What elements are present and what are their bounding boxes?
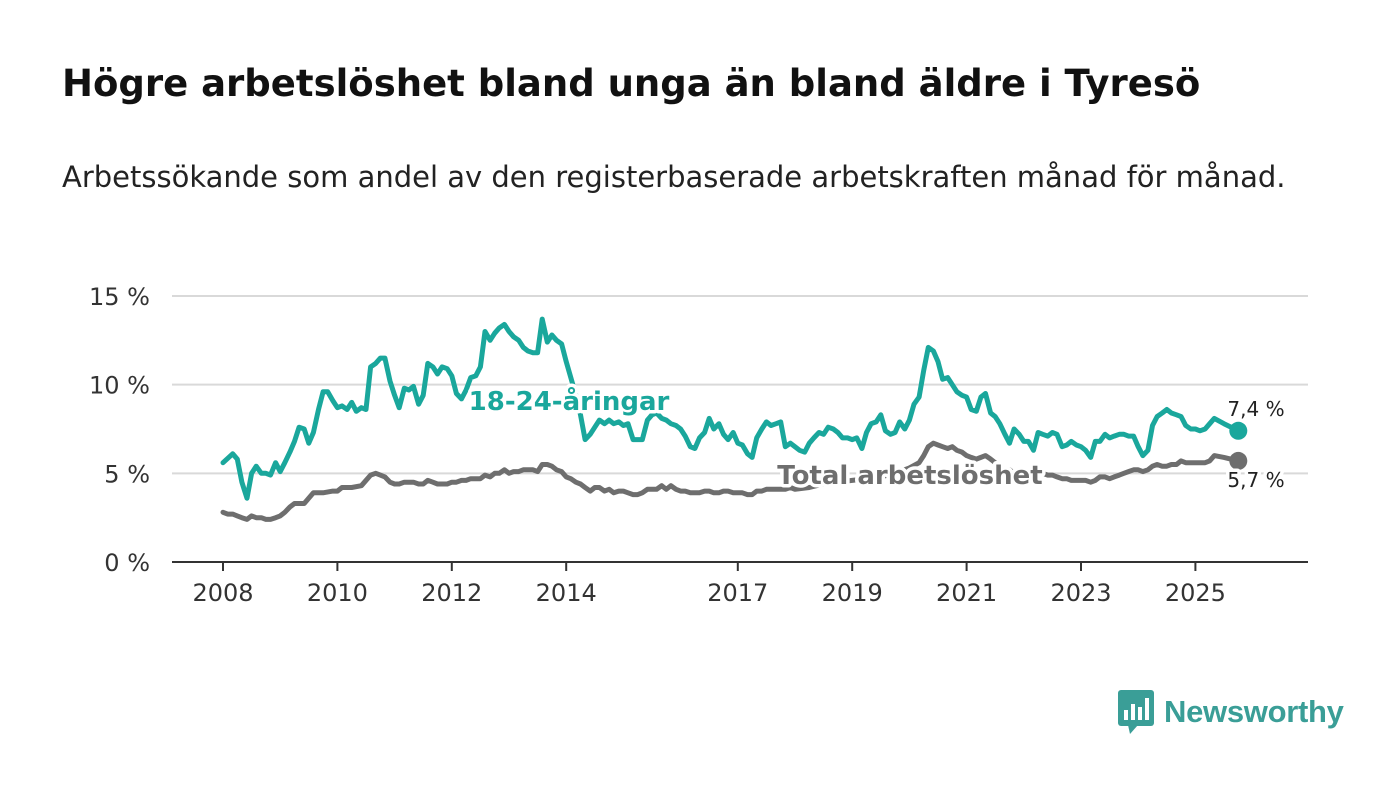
end-label-youth: 7,4 %: [1227, 397, 1284, 421]
chart-subtitle: Arbetssökande som andel av den registerb…: [62, 160, 1286, 194]
end-point-total: [1229, 451, 1248, 470]
x-tick-label: 2025: [1165, 579, 1226, 607]
x-tick-label: 2008: [192, 579, 253, 607]
series-line-total: [220, 440, 1241, 522]
x-tick-label: 2019: [822, 579, 883, 607]
y-tick-label: 5 %: [104, 460, 150, 488]
series-label-total: Total arbetslöshet: [777, 461, 1042, 491]
bar-chart-speech-icon: [1118, 690, 1154, 734]
end-label-total: 5,7 %: [1227, 468, 1284, 492]
end-point-youth: [1229, 421, 1248, 440]
y-tick-label: 0 %: [104, 549, 150, 577]
y-tick-label: 10 %: [89, 372, 150, 400]
x-tick-label: 2014: [536, 579, 597, 607]
chart-title: Högre arbetslöshet bland unga än bland ä…: [62, 62, 1201, 105]
x-tick-label: 2012: [421, 579, 482, 607]
x-tick-label: 2017: [707, 579, 768, 607]
x-tick-label: 2010: [307, 579, 368, 607]
logo-text: Newsworthy: [1164, 694, 1344, 729]
series-label-youth: 18-24-åringar: [469, 385, 670, 417]
y-tick-label: 15 %: [89, 283, 150, 311]
x-tick-label: 2023: [1050, 579, 1111, 607]
newsworthy-logo: Newsworthy: [1118, 690, 1344, 734]
x-tick-label: 2021: [936, 579, 997, 607]
series-line-youth: [220, 316, 1241, 501]
